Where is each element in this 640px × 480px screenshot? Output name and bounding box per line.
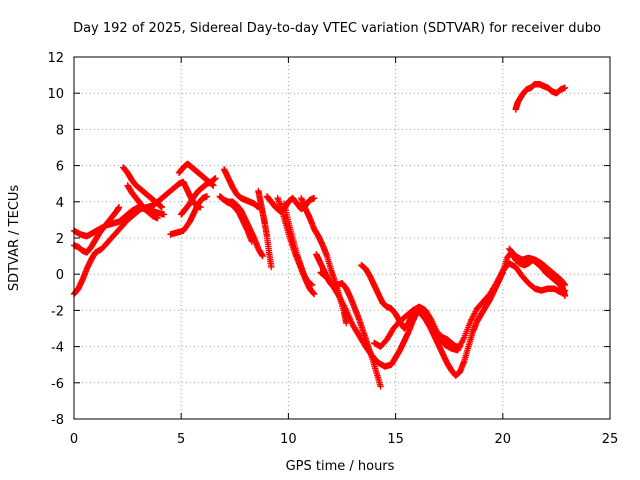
y-axis-label: SDTVAR / TECUs <box>7 185 22 292</box>
series-trace-12 <box>255 187 275 271</box>
grid-lines <box>74 57 610 419</box>
data-point <box>115 204 123 211</box>
data-point <box>248 238 256 245</box>
x-tick-label: 25 <box>602 432 619 447</box>
y-tick-label: -6 <box>51 377 64 392</box>
data-point <box>154 214 161 222</box>
data-point <box>158 204 166 211</box>
series-trace-20 <box>370 260 569 354</box>
y-tick-label: 0 <box>56 268 64 283</box>
chart-title: Day 192 of 2025, Sidereal Day-to-day VTE… <box>73 21 601 36</box>
data-point <box>203 193 211 200</box>
x-tick-label: 10 <box>280 432 297 447</box>
data-point <box>561 84 569 91</box>
data-point <box>160 211 168 218</box>
y-tick-label: -4 <box>51 341 64 356</box>
data-point <box>561 287 569 294</box>
x-tick-label: 15 <box>387 432 404 447</box>
y-tick-label: 10 <box>47 87 64 102</box>
series-trace-8 <box>178 175 219 218</box>
series-trace-4 <box>120 164 166 211</box>
x-axis-ticks: 0 5 10 15 20 25 <box>70 57 618 447</box>
series-trace-5 <box>124 182 161 222</box>
series-trace-16 <box>298 194 350 327</box>
series-trace-11 <box>223 198 256 245</box>
series-trace-6 <box>167 193 211 238</box>
x-axis-label: GPS time / hours <box>286 459 395 474</box>
y-tick-label: 2 <box>56 232 64 247</box>
y-tick-label: 6 <box>56 160 64 175</box>
data-point <box>310 290 318 298</box>
series-trace-3 <box>70 204 168 240</box>
series-trace-15 <box>280 200 318 298</box>
series-trace-21 <box>506 245 569 289</box>
data-series <box>70 80 569 390</box>
data-point <box>310 194 318 202</box>
y-tick-label: -8 <box>51 413 64 428</box>
series-trace-19 <box>358 249 569 379</box>
data-point <box>343 319 350 327</box>
y-tick-label: -2 <box>51 304 64 319</box>
x-tick-label: 0 <box>70 432 78 447</box>
series-trace-9 <box>220 166 262 211</box>
y-tick-label: 8 <box>56 123 64 138</box>
x-tick-label: 20 <box>495 432 512 447</box>
y-tick-label: 12 <box>47 51 64 66</box>
data-point <box>268 263 275 271</box>
series-trace-22 <box>512 80 569 113</box>
y-tick-label: 4 <box>56 196 64 211</box>
x-tick-label: 5 <box>177 432 185 447</box>
y-axis-ticks: -8 -6 -4 -2 0 2 4 6 8 10 12 <box>47 51 610 428</box>
data-point <box>561 281 569 289</box>
plot-frame <box>73 56 611 420</box>
data-point <box>259 252 266 260</box>
data-point <box>377 383 384 390</box>
data-point <box>212 175 219 182</box>
